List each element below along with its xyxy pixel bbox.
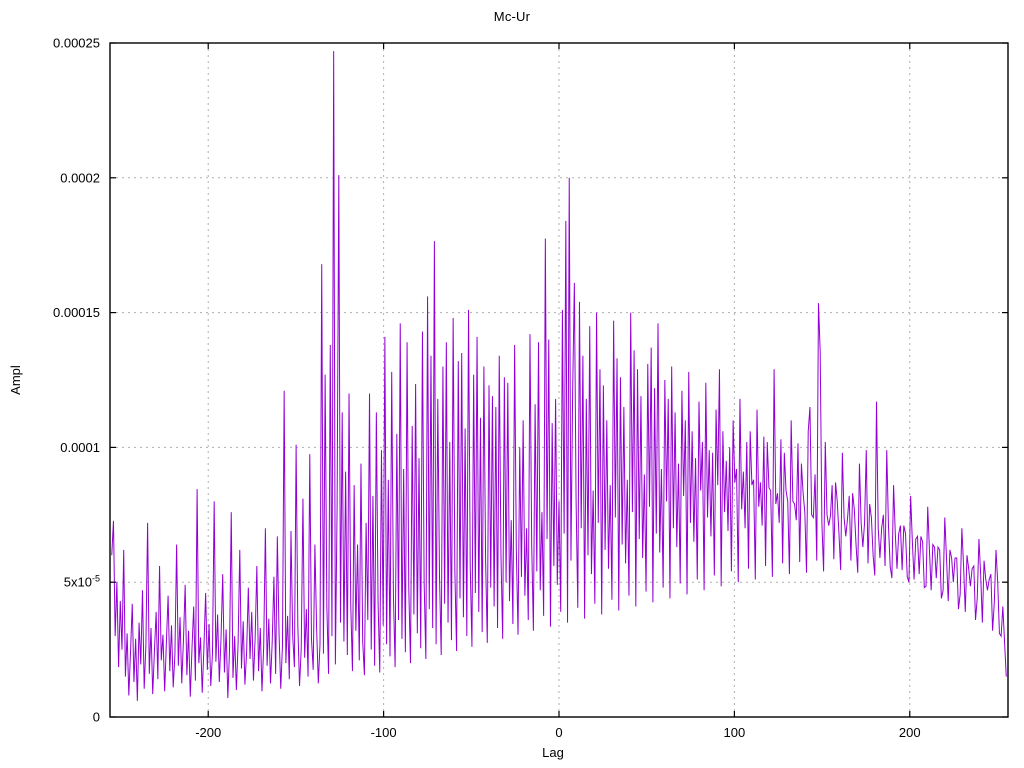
- x-tick-label: 0: [555, 725, 562, 740]
- chart-title: Mc-Ur: [493, 9, 531, 24]
- y-tick-label: 0.0002: [60, 170, 100, 185]
- y-tick-label: 5x10-5: [64, 574, 100, 590]
- y-tick-label: 0.0001: [60, 440, 100, 455]
- x-axis-title: Lag: [542, 745, 564, 760]
- y-tick-label: 0.00025: [53, 36, 100, 51]
- x-tick-label: -200: [195, 725, 221, 740]
- y-axis-title: Ampl: [8, 365, 23, 395]
- x-axis-tick-labels: -200 -100 0 100 200: [195, 725, 920, 740]
- gridlines: [110, 43, 1008, 717]
- y-tick-label: 0: [93, 710, 100, 725]
- series-path: [111, 51, 1007, 701]
- data-series-line: [111, 51, 1007, 701]
- y-tick-label: 0.00015: [53, 305, 100, 320]
- y-axis-tick-labels: 0 5x10-5 0.0001 0.00015 0.0002 0.00025: [53, 36, 100, 725]
- tick-marks: [110, 42, 1008, 718]
- x-tick-label: 200: [899, 725, 921, 740]
- x-tick-label: 100: [724, 725, 746, 740]
- axis-titles: Lag Ampl: [8, 365, 564, 760]
- x-tick-label: -100: [371, 725, 397, 740]
